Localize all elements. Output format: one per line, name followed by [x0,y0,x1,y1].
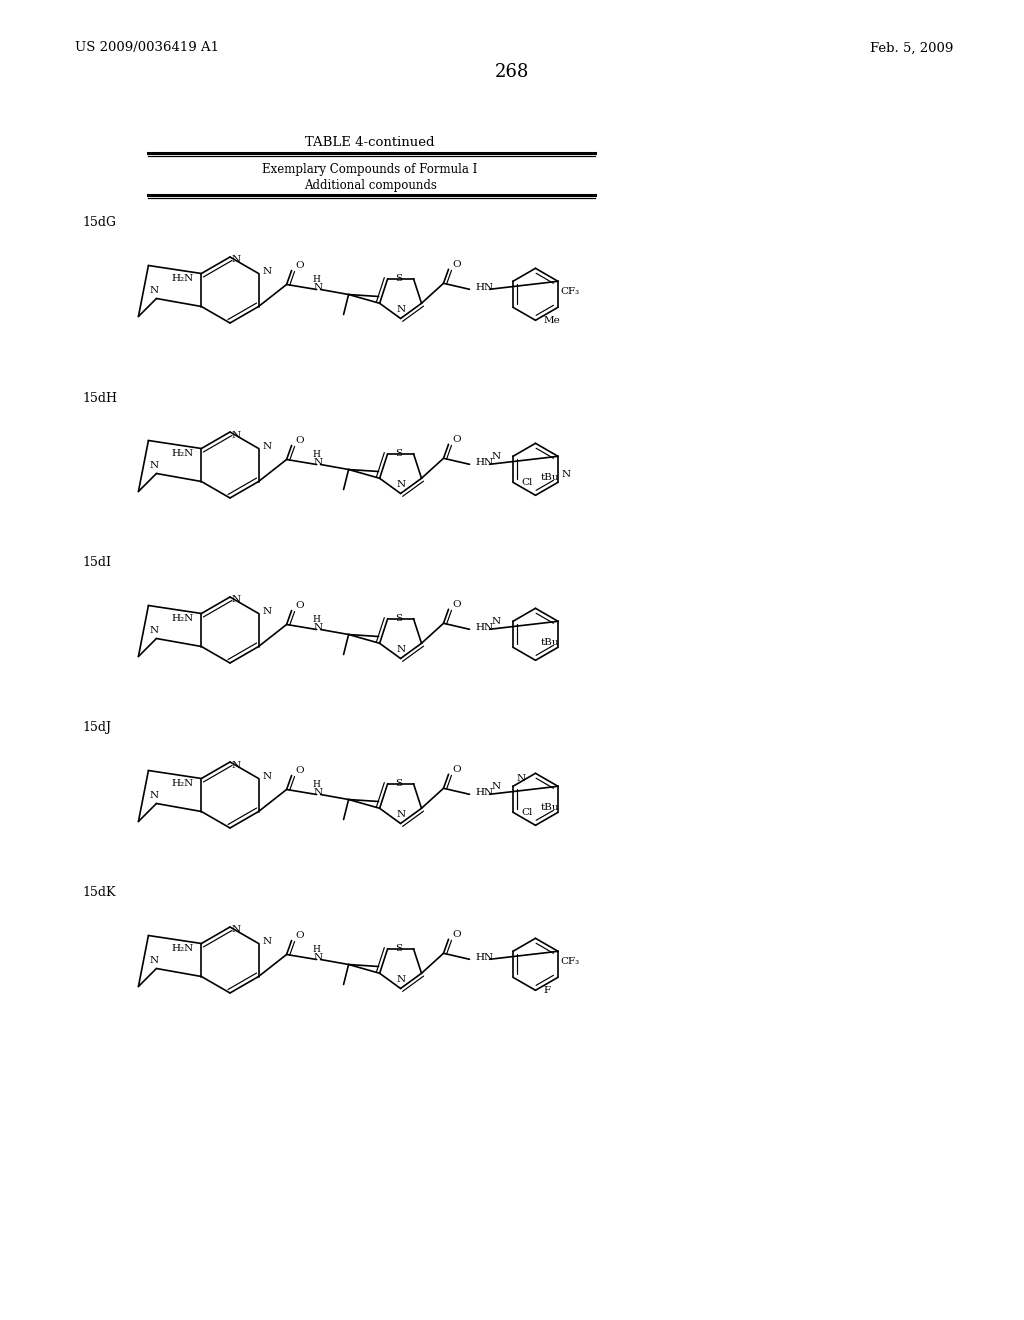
Text: Feb. 5, 2009: Feb. 5, 2009 [870,41,953,54]
Text: TABLE 4-continued: TABLE 4-continued [305,136,435,149]
Text: 15dG: 15dG [82,216,116,230]
Text: 268: 268 [495,63,529,81]
Text: H: H [312,450,321,459]
Text: N: N [232,925,241,935]
Text: CF₃: CF₃ [560,286,580,296]
Text: H₂N: H₂N [171,944,194,953]
Text: H₂N: H₂N [171,779,194,788]
Text: N: N [492,451,501,461]
Text: H: H [312,615,321,624]
Text: N: N [313,458,323,467]
Text: O: O [453,599,461,609]
Text: N: N [492,781,501,791]
Text: N: N [262,937,271,946]
Text: HN: HN [475,623,494,632]
Text: N: N [150,791,159,800]
Text: H: H [312,945,321,954]
Text: Exemplary Compounds of Formula I: Exemplary Compounds of Formula I [262,164,477,177]
Text: H: H [312,780,321,789]
Text: 15dH: 15dH [82,392,117,404]
Text: O: O [296,261,304,271]
Text: N: N [150,956,159,965]
Text: F: F [544,986,551,995]
Text: N: N [313,623,323,632]
Text: N: N [396,480,406,488]
Text: N: N [262,267,271,276]
Text: N: N [232,760,241,770]
Text: N: N [262,442,271,451]
Text: N: N [232,256,241,264]
Text: US 2009/0036419 A1: US 2009/0036419 A1 [75,41,219,54]
Text: H₂N: H₂N [171,275,194,282]
Text: O: O [453,929,461,939]
Text: tBu: tBu [541,803,559,812]
Text: 15dI: 15dI [82,557,111,569]
Text: N: N [516,774,525,783]
Text: N: N [492,616,501,626]
Text: N: N [396,975,406,983]
Text: Me: Me [544,315,560,325]
Text: Additional compounds: Additional compounds [303,178,436,191]
Text: N: N [396,645,406,653]
Text: Cl: Cl [521,808,532,817]
Text: 15dJ: 15dJ [82,722,111,734]
Text: N: N [313,788,323,797]
Text: N: N [262,607,271,616]
Text: N: N [150,286,159,294]
Text: S: S [394,614,401,623]
Text: N: N [232,595,241,605]
Text: N: N [561,470,570,479]
Text: O: O [453,434,461,444]
Text: N: N [396,305,406,314]
Text: CF₃: CF₃ [560,957,580,966]
Text: H: H [312,275,321,284]
Text: O: O [296,766,304,775]
Text: tBu: tBu [541,473,559,482]
Text: N: N [150,461,159,470]
Text: S: S [394,449,401,458]
Text: Cl: Cl [521,478,532,487]
Text: S: S [394,779,401,788]
Text: N: N [150,626,159,635]
Text: tBu: tBu [541,638,559,647]
Text: 15dK: 15dK [82,887,116,899]
Text: S: S [394,944,401,953]
Text: N: N [396,810,406,818]
Text: N: N [313,953,323,962]
Text: O: O [296,601,304,610]
Text: H₂N: H₂N [171,614,194,623]
Text: HN: HN [475,788,494,797]
Text: N: N [232,430,241,440]
Text: HN: HN [475,458,494,467]
Text: O: O [453,764,461,774]
Text: S: S [394,275,401,284]
Text: HN: HN [475,282,494,292]
Text: O: O [296,931,304,940]
Text: O: O [296,436,304,445]
Text: N: N [313,282,323,292]
Text: O: O [453,260,461,269]
Text: HN: HN [475,953,494,962]
Text: H₂N: H₂N [171,449,194,458]
Text: N: N [262,772,271,781]
